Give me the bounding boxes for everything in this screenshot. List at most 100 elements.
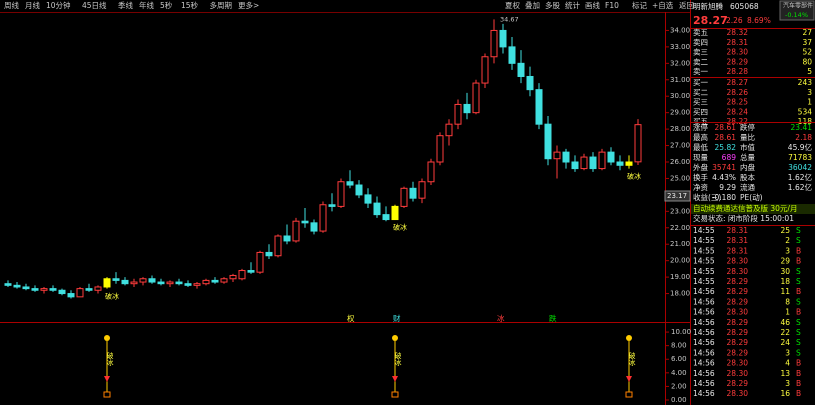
trade-side: S — [796, 348, 801, 357]
signal-box — [625, 391, 633, 398]
period-tab[interactable]: 更多> — [238, 0, 259, 10]
candle-body — [373, 202, 381, 216]
candle-body — [94, 286, 102, 291]
tool-button[interactable]: 返回 — [679, 1, 694, 10]
trade-price: 28.30 — [727, 359, 749, 368]
tool-button[interactable]: +自选 — [652, 0, 674, 10]
period-tab[interactable]: 45日线 — [82, 0, 107, 10]
y-tick-label: 21.00 — [670, 240, 690, 248]
tool-button[interactable]: 夏权 — [505, 0, 520, 10]
trade-time: 14:55 — [693, 236, 715, 245]
y-tick-label: 2.00 — [671, 382, 687, 390]
trade-time: 14:55 — [693, 226, 715, 235]
trade-time: 14:56 — [693, 318, 715, 327]
candle-body — [328, 204, 336, 207]
banner[interactable]: 自动续费通达信普及版 30元/月 — [693, 203, 797, 213]
trade-volume: 46 — [780, 318, 790, 327]
trade-time: 14:56 — [693, 359, 715, 368]
signal-icon — [104, 335, 110, 341]
y-tick-label: 20.00 — [670, 257, 690, 265]
signal-text: 破冰 — [106, 351, 114, 366]
trade-side: B — [796, 287, 801, 296]
period-tab[interactable]: 年线 — [139, 0, 154, 10]
stat-value: -0.180 — [712, 193, 736, 202]
trade-side: S — [796, 328, 801, 337]
trade-time: 14:56 — [693, 287, 715, 296]
trade-price: 28.30 — [727, 389, 749, 398]
tool-button[interactable]: 画线 — [585, 0, 600, 10]
candle-body — [355, 184, 363, 196]
trade-price: 28.29 — [727, 318, 749, 327]
stat-label: 内盘 — [740, 162, 755, 172]
trade-volume: 29 — [780, 257, 790, 266]
book-label: 卖一 — [693, 67, 708, 76]
book-volume: 3 — [807, 88, 812, 97]
stat-label: 外盘 — [693, 162, 708, 172]
sector-name[interactable]: 汽车零部件 — [783, 2, 813, 10]
candle-body — [337, 181, 345, 207]
candle-body — [148, 278, 156, 283]
candle-body — [454, 103, 462, 125]
stat-label: 股本 — [740, 172, 755, 182]
period-tab[interactable]: 多周期 — [210, 0, 233, 10]
candle-body — [616, 161, 624, 166]
trade-price: 28.29 — [727, 338, 749, 347]
book-volume: 80 — [802, 57, 812, 66]
trade-price: 28.30 — [727, 369, 749, 378]
stat-label: 最低 — [693, 142, 708, 152]
stat-label: PE(动) — [740, 192, 763, 202]
tool-button[interactable]: F10 — [605, 1, 619, 10]
period-tab[interactable]: 季线 — [118, 0, 133, 10]
y-tick-label: 18.00 — [670, 290, 690, 298]
stat-label: 换手 — [693, 172, 708, 182]
candle-body — [139, 278, 147, 283]
stat-value: 689 — [722, 153, 737, 162]
candle-body — [319, 204, 327, 232]
last-price: 28.27 — [693, 14, 728, 27]
period-tab[interactable]: 月线 — [25, 0, 40, 10]
trade-volume: 25 — [780, 226, 790, 235]
y-tick-label: 29.00 — [670, 109, 690, 117]
stat-value: 1.62亿 — [788, 182, 813, 192]
trade-time: 14:55 — [693, 267, 715, 276]
price-change: 2.26 — [726, 16, 743, 25]
candle-body — [553, 151, 561, 160]
tool-button[interactable]: 叠加 — [525, 0, 540, 10]
book-label: 卖五 — [693, 28, 708, 37]
trade-volume: 24 — [780, 338, 790, 347]
trade-side: B — [796, 369, 801, 378]
tool-button[interactable]: 统计 — [565, 0, 580, 10]
tool-button[interactable]: 多股 — [545, 0, 560, 10]
stat-label: 净资 — [693, 182, 708, 192]
trade-price: 28.31 — [727, 236, 749, 245]
y-tick-label: 6.00 — [671, 355, 687, 363]
banner-bg — [691, 204, 815, 214]
stat-label: 现量 — [693, 153, 708, 162]
period-tab[interactable]: 10分钟 — [46, 0, 71, 10]
period-tab[interactable]: 周线 — [4, 0, 19, 10]
book-price: 28.32 — [727, 28, 749, 37]
period-tab[interactable]: 5秒 — [160, 0, 173, 10]
book-label: 买一 — [693, 78, 708, 87]
candle-body — [22, 286, 30, 290]
tool-button[interactable]: 标记 — [632, 0, 647, 10]
candle-body — [436, 135, 444, 163]
trade-price: 28.30 — [727, 267, 749, 276]
candle-body — [562, 151, 570, 163]
trade-price: 28.30 — [727, 308, 749, 317]
period-tab[interactable]: 15秒 — [181, 0, 199, 10]
signal-arrow — [104, 376, 110, 382]
candle-body — [580, 156, 588, 170]
trade-time: 14:55 — [693, 257, 715, 266]
cursor-box — [664, 190, 691, 202]
high-label: 34.67 — [500, 15, 519, 23]
stat-label: 量比 — [740, 132, 755, 142]
book-label: 买四 — [693, 107, 708, 116]
book-price: 28.28 — [727, 67, 749, 76]
trade-side: S — [796, 297, 801, 306]
trade-time: 14:55 — [693, 277, 715, 286]
book-volume: 52 — [802, 48, 812, 57]
signal-text: 破冰 — [628, 351, 636, 366]
candle-body — [463, 103, 471, 114]
stat-value: 36042 — [788, 163, 812, 172]
